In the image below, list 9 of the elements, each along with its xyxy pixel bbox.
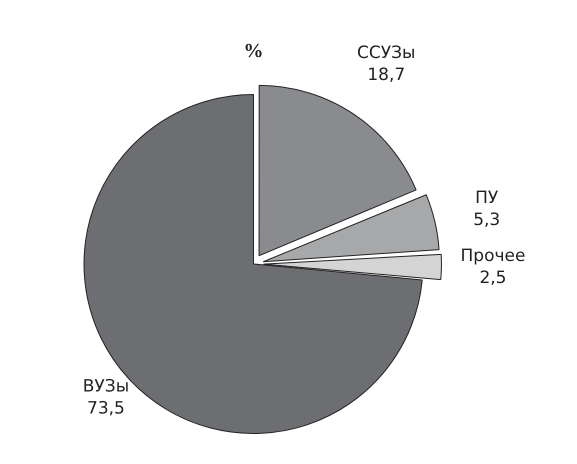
slice-label: ССУЗы [357, 43, 416, 64]
chart-title: % [244, 40, 264, 62]
data-label: 18,7 [367, 65, 406, 86]
data-label: 5,3 [473, 210, 500, 230]
slice-label: Прочее [460, 246, 526, 266]
slice-label: ВУЗы [82, 376, 130, 397]
data-label: 73,5 [87, 398, 125, 419]
data-label: 2,5 [479, 268, 506, 288]
slice-label: ПУ [475, 188, 499, 208]
